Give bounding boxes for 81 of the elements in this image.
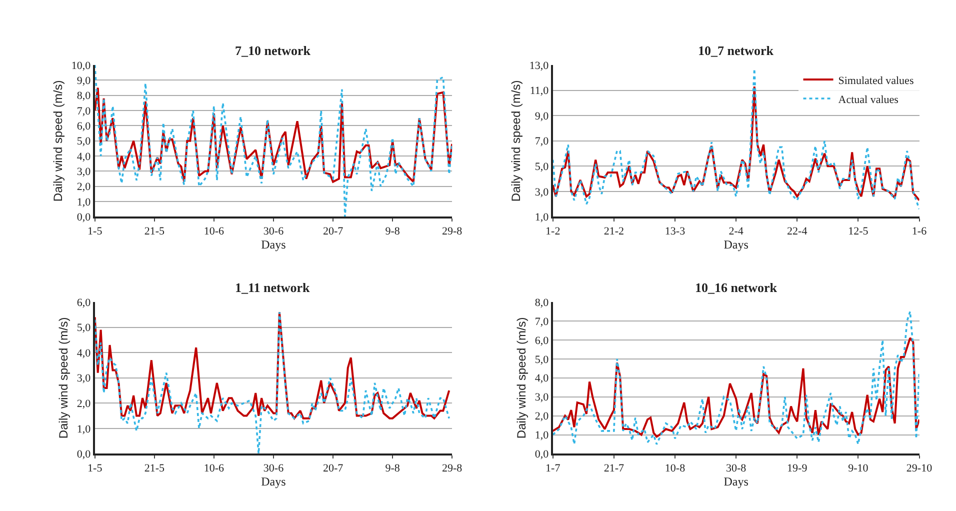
y-tick-label: 10,0 [71, 60, 92, 72]
y-tick-label: 13,0 [529, 60, 550, 72]
x-tick-label: 29-8 [442, 226, 463, 238]
chart-title: 10_7 network [698, 43, 774, 58]
y-tick-label: 1,0 [534, 212, 550, 224]
y-tick-label: 0,0 [76, 212, 92, 224]
x-axis-title: Days [724, 474, 749, 489]
x-tick-label: 21-7 [604, 462, 625, 475]
y-tick-label: 8,0 [534, 296, 550, 309]
y-tick-label: 2,0 [76, 398, 92, 410]
x-tick-label: 1-2 [546, 226, 560, 238]
x-tick-label: 21-5 [144, 226, 165, 238]
y-tick-label: 6,0 [76, 120, 92, 133]
line-series [94, 311, 450, 420]
y-tick-label: 2,0 [76, 181, 92, 194]
y-axis-title: Daily wind speed (m/s) [56, 317, 71, 439]
line-series [552, 337, 920, 438]
y-tick-label: 0,0 [76, 448, 92, 461]
x-tick-label: 19-9 [787, 462, 808, 475]
y-tick-label: 4,0 [76, 150, 92, 163]
x-tick-label: 9-8 [385, 226, 400, 238]
x-tick-label: 2-4 [728, 226, 744, 238]
x-tick-label: 21-2 [604, 226, 624, 238]
x-tick-label: 29-8 [442, 462, 463, 475]
y-axis-title: Daily wind speed (m/s) [509, 80, 524, 202]
x-axis-title: Days [261, 238, 286, 252]
y-tick-label: 8,0 [76, 90, 92, 102]
x-tick-label: 30-6 [263, 462, 284, 475]
y-tick-label: 9,0 [534, 110, 550, 122]
y-axis-title: Daily wind speed (m/s) [514, 317, 529, 439]
y-tick-label: 11,0 [530, 85, 550, 98]
y-tick-label: 2,0 [534, 410, 550, 423]
y-tick-label: 1,0 [76, 423, 92, 436]
y-tick-label: 6,0 [76, 296, 92, 309]
x-tick-label: 22-4 [787, 226, 808, 238]
line-series [552, 310, 920, 446]
x-tick-label: 1-5 [88, 462, 103, 475]
x-tick-label: 30-6 [263, 226, 284, 238]
chart-title: 10_16 network [695, 280, 778, 295]
y-tick-label: 1,0 [534, 430, 550, 442]
x-tick-label: 1-6 [912, 226, 928, 238]
legend-label: Simulated values [838, 74, 914, 87]
y-axis-title: Daily wind speed (m/s) [51, 80, 66, 202]
x-tick-label: 21-5 [144, 462, 165, 475]
y-tick-label: 4,0 [76, 347, 92, 360]
x-tick-label: 10-6 [204, 226, 225, 238]
y-tick-label: 1,0 [76, 196, 92, 208]
x-tick-label: 10-6 [204, 462, 225, 475]
x-tick-label: 1-5 [88, 226, 103, 238]
x-axis-title: Days [261, 474, 286, 489]
line-series [94, 86, 452, 183]
y-tick-label: 4,0 [534, 372, 550, 385]
y-tick-label: 7,0 [534, 136, 550, 148]
x-tick-label: 9-10 [848, 462, 869, 475]
y-tick-label: 3,0 [76, 372, 92, 385]
y-tick-label: 3,0 [534, 392, 550, 404]
x-tick-label: 1-7 [546, 462, 561, 475]
x-tick-label: 10-8 [664, 462, 686, 475]
x-tick-label: 12-5 [848, 226, 869, 238]
x-tick-label: 20-7 [322, 226, 344, 238]
x-tick-label: 29-10 [906, 462, 933, 475]
y-tick-label: 5,0 [76, 136, 92, 148]
y-tick-label: 5,0 [76, 322, 92, 334]
y-tick-label: 5,0 [534, 161, 550, 173]
y-tick-label: 6,0 [534, 334, 550, 347]
x-tick-label: 13-3 [664, 226, 686, 238]
y-tick-label: 5,0 [534, 354, 550, 366]
chart-title: 7_10 network [235, 43, 312, 58]
y-tick-label: 0,0 [534, 448, 550, 461]
y-tick-label: 7,0 [76, 105, 92, 118]
y-tick-label: 9,0 [76, 75, 92, 88]
y-tick-label: 3,0 [534, 186, 550, 198]
y-tick-label: 7,0 [534, 316, 550, 328]
legend-label: Actual values [838, 94, 898, 106]
x-tick-label: 30-8 [726, 462, 747, 475]
x-tick-label: 9-8 [385, 462, 400, 475]
line-series [94, 65, 452, 217]
x-axis-title: Days [724, 238, 749, 252]
x-tick-label: 20-7 [322, 462, 344, 475]
chart-title: 1_11 network [235, 280, 311, 295]
y-tick-label: 3,0 [76, 166, 92, 178]
